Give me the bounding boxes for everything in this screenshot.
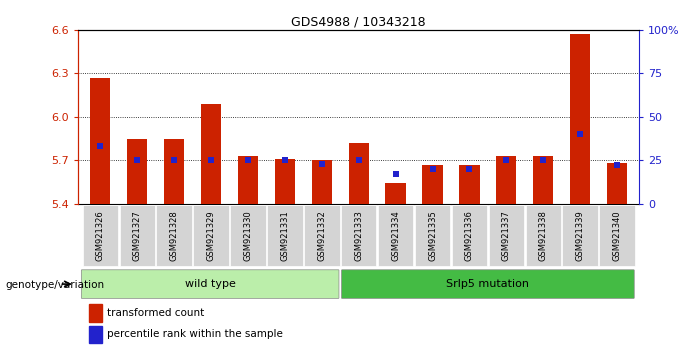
FancyBboxPatch shape [267, 205, 303, 266]
Text: wild type: wild type [185, 279, 235, 289]
Bar [533, 156, 554, 204]
Text: genotype/variation: genotype/variation [5, 280, 105, 290]
FancyBboxPatch shape [599, 205, 634, 266]
Text: GSM921337: GSM921337 [502, 210, 511, 261]
Bar [127, 138, 148, 204]
Point [427, 166, 438, 172]
FancyBboxPatch shape [304, 205, 339, 266]
Bar [90, 326, 102, 343]
Bar [90, 304, 102, 321]
Point [501, 157, 512, 163]
Point [353, 157, 364, 163]
Bar [238, 156, 258, 204]
FancyBboxPatch shape [231, 205, 266, 266]
Text: GSM921335: GSM921335 [428, 210, 437, 261]
Point [575, 131, 585, 137]
Text: GSM921328: GSM921328 [170, 210, 179, 261]
Point [611, 162, 622, 168]
Point [95, 143, 106, 149]
Point [538, 157, 549, 163]
FancyBboxPatch shape [378, 205, 413, 266]
FancyBboxPatch shape [489, 205, 524, 266]
Text: GSM921327: GSM921327 [133, 210, 141, 261]
FancyBboxPatch shape [526, 205, 561, 266]
FancyBboxPatch shape [415, 205, 450, 266]
FancyBboxPatch shape [562, 205, 598, 266]
FancyBboxPatch shape [83, 205, 118, 266]
Bar [311, 160, 332, 204]
Point [390, 171, 401, 177]
Bar [90, 78, 110, 204]
Point [132, 157, 143, 163]
Bar [349, 143, 369, 204]
Text: GSM921332: GSM921332 [318, 210, 326, 261]
Point [169, 157, 180, 163]
Text: GSM921331: GSM921331 [280, 210, 290, 261]
Text: GSM921329: GSM921329 [207, 210, 216, 261]
Point [205, 157, 216, 163]
Text: GSM921338: GSM921338 [539, 210, 547, 261]
FancyBboxPatch shape [341, 205, 377, 266]
Text: GSM921330: GSM921330 [243, 210, 252, 261]
Text: Srlp5 mutation: Srlp5 mutation [446, 279, 529, 289]
Bar [422, 165, 443, 204]
Bar [459, 165, 479, 204]
Point [464, 166, 475, 172]
Text: percentile rank within the sample: percentile rank within the sample [107, 330, 284, 339]
Point [316, 161, 327, 166]
FancyBboxPatch shape [341, 270, 634, 298]
FancyBboxPatch shape [156, 205, 192, 266]
Text: GSM921339: GSM921339 [576, 210, 585, 261]
Text: GSM921340: GSM921340 [613, 210, 622, 261]
Point [243, 157, 254, 163]
Text: transformed count: transformed count [107, 308, 205, 318]
Title: GDS4988 / 10343218: GDS4988 / 10343218 [292, 16, 426, 29]
Bar [164, 138, 184, 204]
Text: GSM921336: GSM921336 [465, 210, 474, 261]
Text: GSM921333: GSM921333 [354, 210, 363, 261]
Bar [496, 156, 517, 204]
Bar [386, 183, 406, 204]
FancyBboxPatch shape [120, 205, 155, 266]
Bar [201, 104, 221, 204]
Point [279, 157, 290, 163]
Bar [570, 34, 590, 204]
Text: GSM921334: GSM921334 [391, 210, 400, 261]
Bar [275, 159, 295, 204]
Bar [607, 163, 627, 204]
FancyBboxPatch shape [82, 270, 339, 298]
Text: GSM921326: GSM921326 [96, 210, 105, 261]
FancyBboxPatch shape [452, 205, 487, 266]
FancyBboxPatch shape [193, 205, 228, 266]
